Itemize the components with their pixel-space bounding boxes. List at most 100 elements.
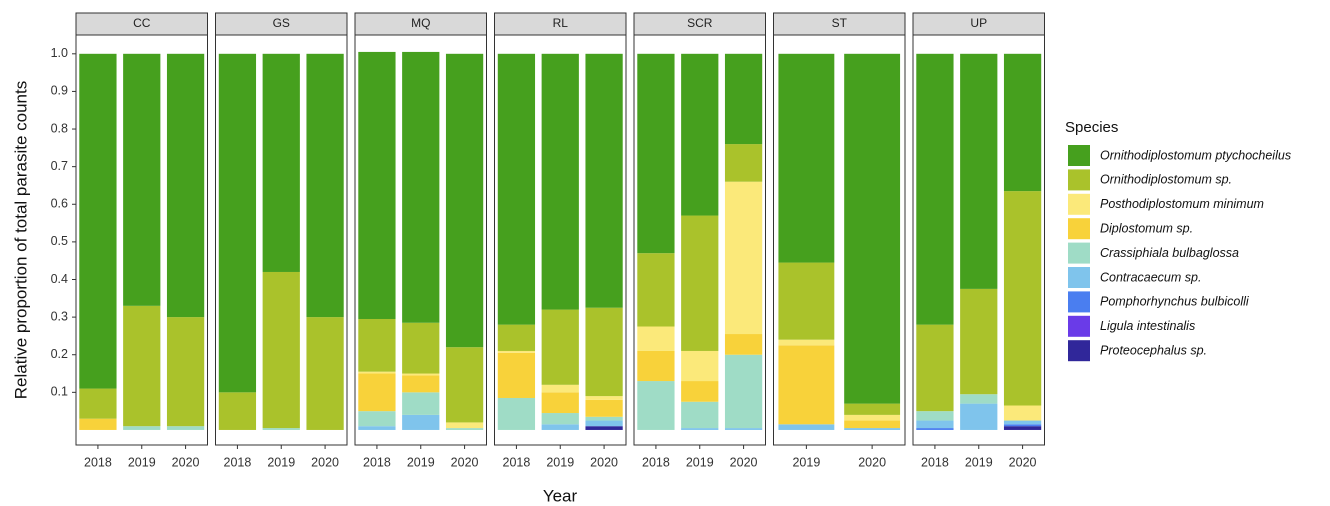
y-tick-label: 1.0 (51, 46, 68, 60)
bar-segment (724, 53, 763, 145)
bar-segment (497, 350, 536, 353)
bar-segment (1003, 424, 1042, 427)
bar-segment (637, 253, 675, 327)
legend-label: Ornithodiplostomum sp. (1100, 173, 1232, 187)
bar-segment (541, 424, 579, 430)
facet-strip (354, 12, 487, 36)
bar-segment (585, 416, 623, 421)
legend-label: Posthodiplostomum minimum (1100, 197, 1264, 211)
bar-segment (541, 309, 579, 385)
legend-key (1068, 315, 1090, 337)
bar-segment (358, 371, 396, 374)
bar-segment (916, 324, 954, 412)
legend-key (1068, 169, 1090, 191)
x-tick-label: 2019 (128, 455, 156, 469)
bar-segment (541, 53, 579, 310)
bar-segment (166, 426, 205, 430)
bar-segment (724, 144, 763, 182)
legend-key (1068, 145, 1090, 166)
bar-segment (358, 426, 396, 430)
bar-segment (916, 428, 954, 430)
bar-segment (778, 262, 835, 340)
bar-segment (778, 345, 835, 425)
bar-segment (637, 53, 675, 254)
bar-segment (1003, 191, 1042, 406)
bar-segment (585, 399, 623, 417)
facet-label: MQ (411, 16, 430, 30)
bar-segment (445, 53, 484, 348)
legend-label: Proteocephalus sp. (1100, 343, 1207, 357)
bar-segment (916, 53, 954, 325)
x-tick-label: 2018 (363, 455, 391, 469)
y-tick-label: 0.6 (51, 197, 68, 211)
bar-segment (497, 397, 536, 430)
bar-segment (123, 53, 161, 306)
facet-label: ST (832, 16, 848, 30)
y-tick-label: 0.3 (51, 309, 68, 323)
bar-segment (123, 426, 161, 430)
legend-label: Pomphorhynchus bulbicolli (1100, 295, 1250, 309)
bar-segment (681, 401, 719, 429)
bar-segment (585, 307, 623, 397)
facet-strip (215, 12, 348, 36)
y-tick-label: 0.4 (51, 272, 68, 286)
bar-segment (358, 411, 396, 427)
x-tick-label: 2019 (686, 455, 714, 469)
bar-segment (681, 350, 719, 382)
facet-strip (633, 12, 766, 36)
legend-label: Ornithodiplostomum ptychocheilus (1100, 148, 1291, 162)
bar-segment (960, 53, 998, 289)
facet-strip (773, 12, 906, 36)
bar-segment (497, 53, 536, 325)
bar-segment (681, 428, 719, 430)
bar-segment (960, 403, 998, 430)
bar-segment (402, 51, 440, 323)
bar-segment (916, 420, 954, 429)
bar-segment (724, 428, 763, 430)
bar-segment (585, 53, 623, 308)
bar-segment (844, 403, 901, 415)
bar-segment (724, 181, 763, 335)
bar-segment (724, 334, 763, 355)
bar-segment (402, 392, 440, 415)
legend-key (1068, 267, 1090, 288)
facet-label: SCR (687, 16, 713, 30)
legend-title: Species (1065, 119, 1118, 136)
facet-strip (494, 12, 627, 36)
bar-segment (166, 317, 205, 427)
x-tick-label: 2019 (267, 455, 295, 469)
bar-segment (585, 420, 623, 427)
bar-segment (585, 396, 623, 400)
facet-label: RL (553, 16, 569, 30)
bar-segment (445, 428, 484, 430)
bar-segment (844, 428, 901, 430)
bar-segment (960, 394, 998, 404)
bar-segment (218, 53, 257, 393)
x-tick-label: 2018 (642, 455, 670, 469)
legend-key (1068, 242, 1090, 264)
bar-segment (637, 350, 675, 382)
x-tick-label: 2020 (858, 455, 886, 469)
bar-segment (1003, 53, 1042, 192)
bar-segment (358, 51, 396, 319)
bar-segment (541, 384, 579, 393)
legend-label: Crassiphiala bulbaglossa (1100, 246, 1239, 260)
bar-segment (916, 411, 954, 421)
bar-segment (123, 305, 161, 427)
bar-segment (218, 392, 257, 430)
facet-label: CC (133, 16, 151, 30)
bar-segment (1003, 420, 1042, 425)
bar-segment (1003, 405, 1042, 421)
bar-segment (585, 426, 623, 430)
bar-segment (79, 388, 117, 419)
bar-segment (844, 414, 901, 421)
bar-segment (960, 288, 998, 395)
bar-segment (637, 326, 675, 351)
legend-label: Diplostomum sp. (1100, 221, 1193, 235)
x-tick-label: 2019 (407, 455, 435, 469)
legend-label: Ligula intestinalis (1100, 319, 1195, 333)
x-tick-label: 2020 (1009, 455, 1037, 469)
x-tick-label: 2019 (792, 455, 820, 469)
